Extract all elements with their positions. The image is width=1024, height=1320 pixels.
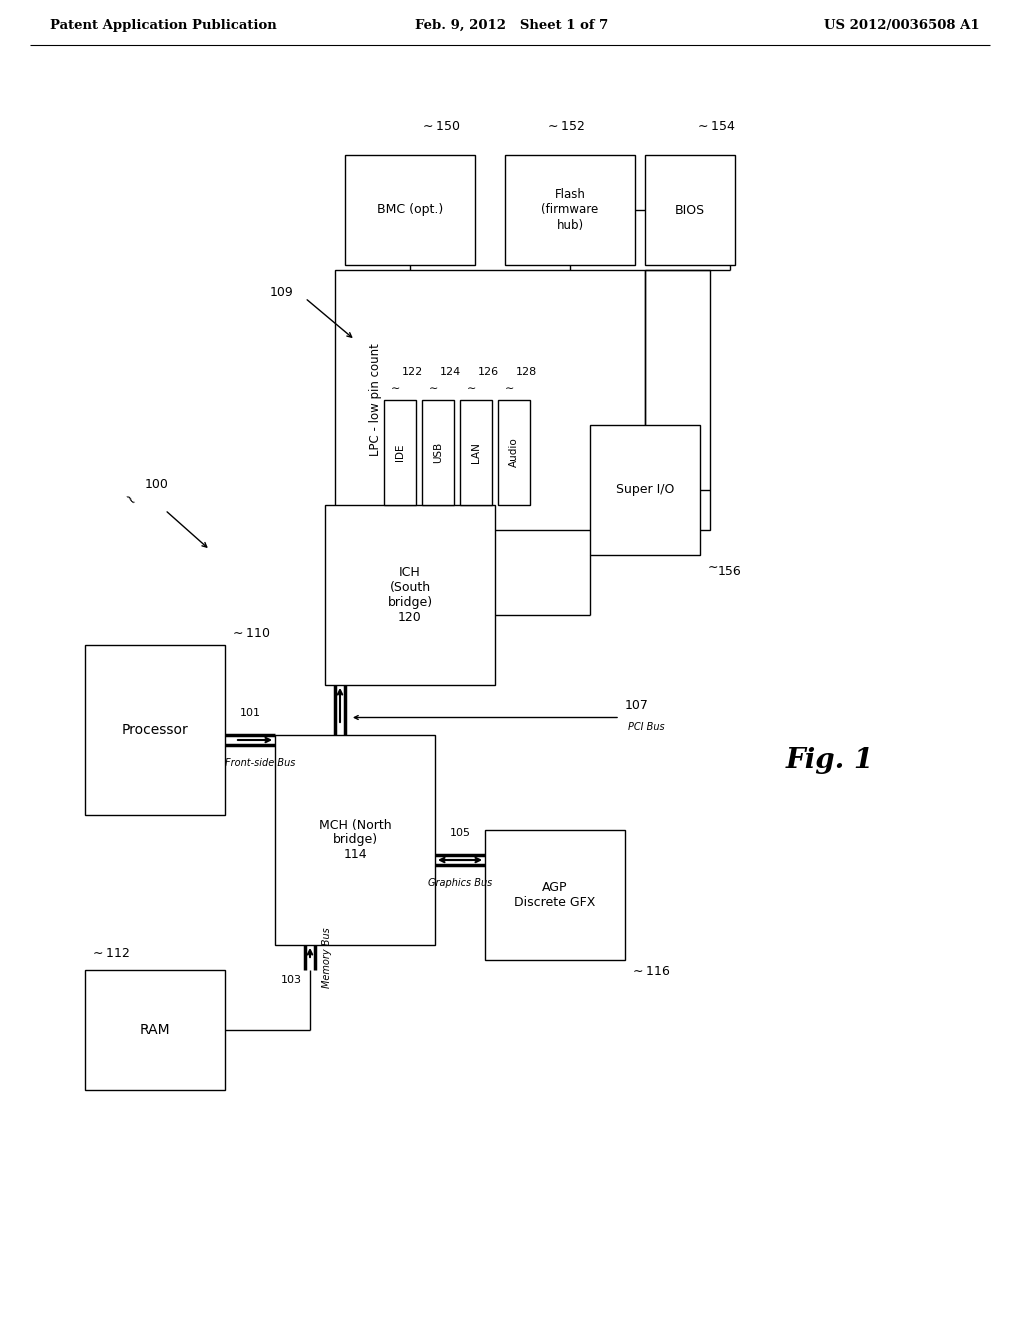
Bar (422, 400, 454, 506)
Bar (85, 645, 225, 814)
Text: $\sim$: $\sim$ (705, 560, 719, 573)
Text: $\sim$: $\sim$ (119, 487, 141, 510)
Text: $\sim$: $\sim$ (502, 383, 514, 393)
Text: 124: 124 (440, 367, 461, 378)
Bar (384, 400, 416, 506)
Text: $\sim$110: $\sim$110 (230, 627, 270, 640)
Text: BMC (opt.): BMC (opt.) (377, 203, 443, 216)
Text: 128: 128 (516, 367, 538, 378)
Bar (345, 154, 475, 265)
Text: Graphics Bus: Graphics Bus (428, 878, 493, 888)
Text: $\sim$154: $\sim$154 (695, 120, 735, 133)
Text: Processor: Processor (122, 723, 188, 737)
Text: $\sim$: $\sim$ (426, 383, 438, 393)
Text: 109: 109 (270, 285, 294, 298)
Text: Patent Application Publication: Patent Application Publication (50, 18, 276, 32)
Text: PCI Bus: PCI Bus (628, 722, 665, 733)
Text: USB: USB (433, 442, 443, 463)
Text: IDE: IDE (395, 444, 406, 461)
Text: 100: 100 (145, 479, 169, 491)
Text: $\sim$: $\sim$ (464, 383, 476, 393)
Bar (498, 400, 530, 506)
Bar (335, 271, 710, 531)
Text: Front-side Bus: Front-side Bus (225, 758, 295, 768)
Text: 105: 105 (450, 828, 471, 838)
Text: Flash
(firmware
hub): Flash (firmware hub) (542, 189, 599, 231)
Bar (85, 970, 225, 1090)
Bar (460, 400, 492, 506)
Bar (325, 506, 495, 685)
Bar (275, 735, 435, 945)
Text: Super I/O: Super I/O (615, 483, 674, 496)
Text: Memory Bus: Memory Bus (322, 927, 332, 987)
Text: US 2012/0036508 A1: US 2012/0036508 A1 (824, 18, 980, 32)
Text: BIOS: BIOS (675, 203, 706, 216)
Text: RAM: RAM (139, 1023, 170, 1038)
Text: $\sim$116: $\sim$116 (630, 965, 671, 978)
Text: 101: 101 (240, 708, 261, 718)
Text: Audio: Audio (509, 438, 519, 467)
Bar (505, 154, 635, 265)
Text: Fig. 1: Fig. 1 (786, 747, 874, 774)
Text: 103: 103 (281, 975, 302, 985)
Text: $\sim$112: $\sim$112 (90, 946, 130, 960)
Bar (645, 154, 735, 265)
Bar (590, 425, 700, 554)
Text: MCH (North
bridge)
114: MCH (North bridge) 114 (318, 818, 391, 862)
Text: 156: 156 (718, 565, 741, 578)
Text: Feb. 9, 2012   Sheet 1 of 7: Feb. 9, 2012 Sheet 1 of 7 (416, 18, 608, 32)
Text: 107: 107 (625, 700, 649, 711)
Text: LPC - low pin count: LPC - low pin count (369, 343, 382, 457)
Text: $\sim$152: $\sim$152 (545, 120, 585, 133)
Text: AGP
Discrete GFX: AGP Discrete GFX (514, 880, 596, 909)
Text: $\sim$: $\sim$ (388, 383, 400, 393)
Text: 122: 122 (402, 367, 423, 378)
Text: 126: 126 (478, 367, 499, 378)
Text: LAN: LAN (471, 442, 481, 463)
Bar (485, 830, 625, 960)
Text: $\sim$150: $\sim$150 (420, 120, 461, 133)
Text: ICH
(South
bridge)
120: ICH (South bridge) 120 (387, 566, 432, 624)
